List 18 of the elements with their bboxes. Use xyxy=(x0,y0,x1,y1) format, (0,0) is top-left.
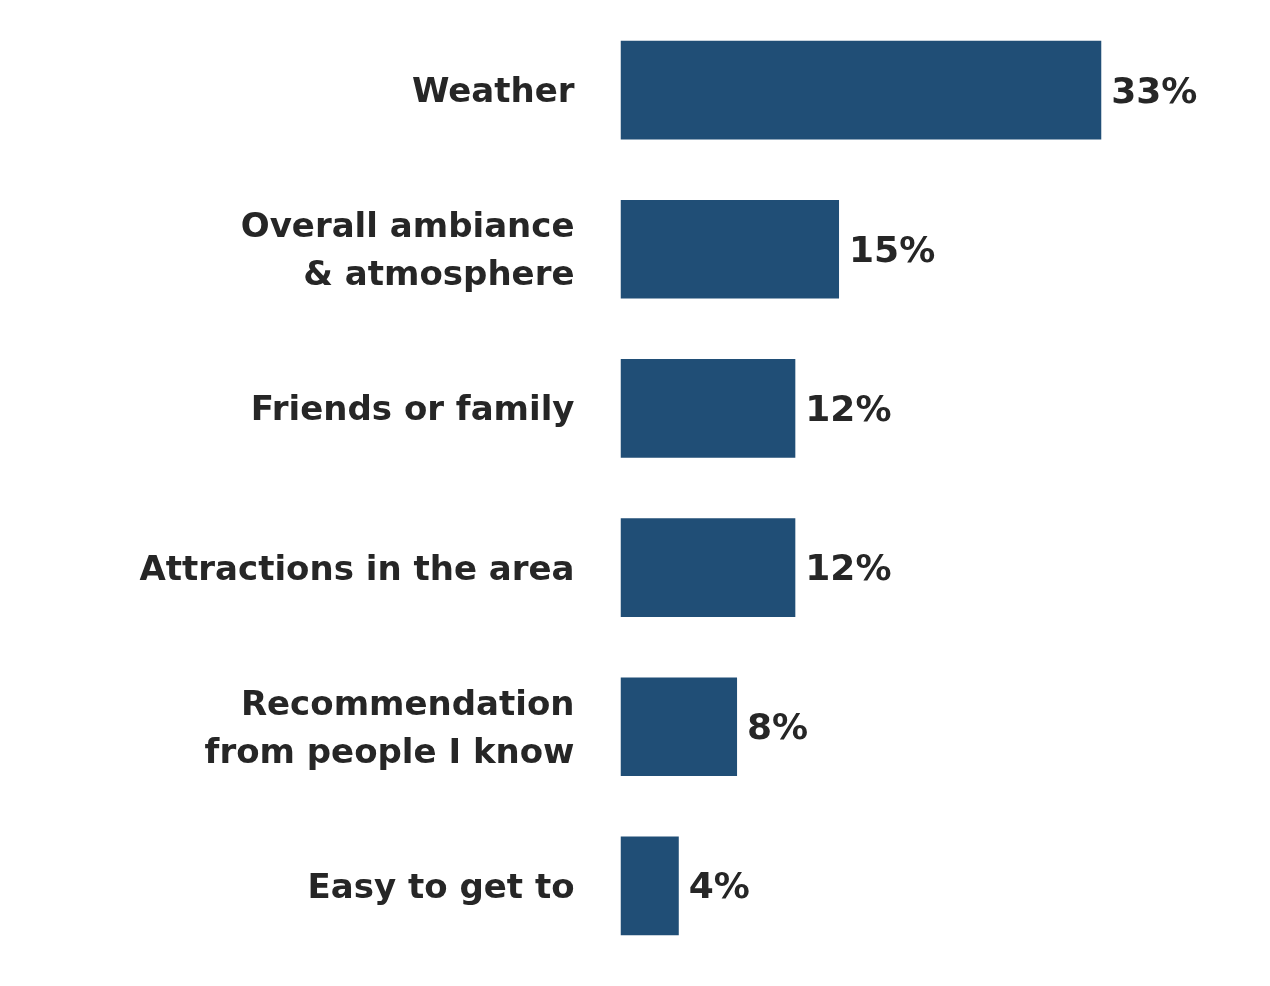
data-label: 4% xyxy=(688,865,750,907)
bar xyxy=(620,518,796,617)
data-label: 15% xyxy=(849,228,936,270)
y-tick-label: Friends or family xyxy=(250,388,575,429)
data-label: 12% xyxy=(805,547,892,589)
y-tick-label: Overall ambiance & atmosphere xyxy=(240,205,575,294)
bar xyxy=(620,677,738,777)
data-label: 8% xyxy=(747,706,809,748)
data-label: 33% xyxy=(1111,69,1198,111)
y-tick-label: Attractions in the area xyxy=(139,547,575,588)
y-tick-label: Weather xyxy=(411,70,575,111)
bar xyxy=(620,40,1102,140)
bar xyxy=(620,836,679,936)
y-tick-label: Recommendation from people I know xyxy=(204,682,575,771)
data-label: 12% xyxy=(805,387,892,429)
bar xyxy=(620,359,796,458)
y-tick-label: Easy to get to xyxy=(307,865,575,906)
bar xyxy=(620,199,840,299)
